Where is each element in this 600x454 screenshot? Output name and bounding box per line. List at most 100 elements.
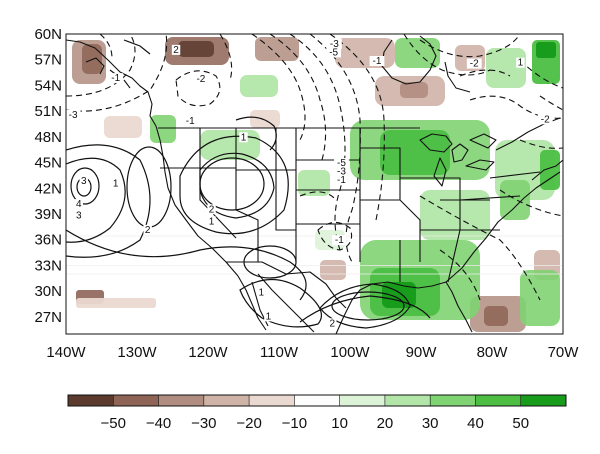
colorbar-cell bbox=[384, 395, 431, 406]
lon-tick-label: 70W bbox=[548, 344, 580, 361]
negative-contours bbox=[66, 34, 563, 301]
colorbar-label: 50 bbox=[512, 415, 529, 432]
colorbar-cell bbox=[430, 395, 476, 406]
lat-tick-label: 57N bbox=[34, 52, 62, 69]
lon-tick-label: 110W bbox=[260, 344, 299, 361]
colorbar: −50 −40 −30 −20 −10 10 20 30 40 50 bbox=[67, 394, 567, 432]
contour-label: 3 bbox=[81, 176, 87, 187]
contour-label-bg bbox=[74, 199, 83, 210]
contour-label-bg bbox=[331, 235, 347, 246]
contour-label-bg bbox=[171, 44, 181, 55]
contour-label: 1 bbox=[518, 58, 524, 69]
colorbar-cells bbox=[68, 395, 567, 406]
contour-label: -1 bbox=[373, 56, 382, 67]
colorbar-label: 20 bbox=[377, 415, 394, 432]
map-frame bbox=[65, 33, 564, 335]
colorbar-cell bbox=[294, 395, 341, 406]
colorbar-label: −30 bbox=[191, 415, 216, 432]
colorbar-cell bbox=[158, 395, 205, 406]
map-plot-area bbox=[66, 34, 563, 334]
contour-label: 1 bbox=[258, 287, 264, 298]
contour-label: -3 bbox=[69, 110, 78, 121]
lat-tick-label: 60N bbox=[34, 26, 62, 43]
contour-label-bg bbox=[111, 178, 120, 189]
contour-label: -2 bbox=[541, 114, 550, 125]
contour-label: 2 bbox=[145, 225, 151, 236]
contour-label-bg bbox=[143, 224, 152, 235]
lat-tick-label: 39N bbox=[34, 206, 62, 223]
contour-label-bg bbox=[257, 287, 266, 298]
coastlines-and-borders bbox=[66, 35, 563, 334]
lon-tick-label: 140W bbox=[46, 344, 86, 361]
contour-label: -1 bbox=[111, 73, 120, 84]
graticule bbox=[66, 235, 563, 275]
contour-label-bg bbox=[193, 74, 209, 84]
lon-tick-label: 100W bbox=[330, 344, 370, 361]
contour-label-bg bbox=[334, 158, 349, 168]
dry-anomaly-shading bbox=[72, 37, 560, 332]
contour-label: -3 bbox=[337, 167, 346, 178]
colorbar-cell bbox=[113, 395, 160, 406]
contour-label-bg bbox=[264, 311, 273, 322]
colorbar-cell bbox=[520, 395, 567, 406]
contour-label: -1 bbox=[335, 235, 344, 246]
wet-anomaly-shading bbox=[150, 38, 560, 326]
lat-tick-label: 42N bbox=[34, 180, 62, 197]
contour-label: -2 bbox=[470, 59, 479, 70]
latitude-axis: 60N 57N 54N 51N 48N 45N 42N 39N 36N 33N 30N 27N bbox=[34, 26, 62, 326]
contour-label: 2 bbox=[329, 318, 335, 329]
contour-label-bg bbox=[516, 57, 525, 68]
contour-label: -3 bbox=[330, 39, 339, 50]
colorbar-frame bbox=[67, 394, 567, 407]
lon-tick-label: 130W bbox=[117, 344, 157, 361]
contour-label: -2 bbox=[196, 74, 205, 85]
contour-label-bg bbox=[207, 204, 216, 215]
contour-label: -5 bbox=[337, 158, 346, 169]
lat-tick-label: 36N bbox=[34, 232, 62, 249]
lon-tick-label: 80W bbox=[477, 344, 509, 361]
colorbar-cell bbox=[68, 395, 114, 406]
contour-label-bg bbox=[74, 210, 83, 221]
contour-label-bg bbox=[328, 318, 337, 329]
colorbar-cell bbox=[203, 395, 250, 406]
colorbar-label: 10 bbox=[331, 415, 348, 432]
contour-label-bg bbox=[326, 38, 342, 49]
contour-label: 1 bbox=[241, 132, 247, 143]
colorbar-cell bbox=[475, 395, 522, 406]
lat-tick-label: 27N bbox=[34, 309, 62, 326]
colorbar-labels: −50 −40 −30 −20 −10 10 20 30 40 50 bbox=[101, 415, 530, 432]
contour-label-bg bbox=[466, 58, 482, 69]
colorbar-label: 30 bbox=[422, 415, 439, 432]
lat-tick-label: 30N bbox=[34, 283, 62, 300]
contour-label: 2 bbox=[173, 45, 179, 56]
contour-label-bg bbox=[369, 56, 385, 66]
contour-label-bg bbox=[108, 73, 124, 84]
contour-label-bg bbox=[537, 114, 553, 125]
contour-label-bg bbox=[79, 176, 88, 186]
lat-tick-label: 45N bbox=[34, 155, 62, 172]
contour-label-bg bbox=[207, 216, 216, 227]
contour-label: 1 bbox=[209, 216, 215, 227]
colorbar-label: 40 bbox=[467, 415, 484, 432]
colorbar-cell bbox=[249, 395, 295, 406]
contour-label: -5 bbox=[329, 47, 338, 58]
lat-tick-label: 51N bbox=[34, 103, 62, 120]
lat-tick-label: 48N bbox=[34, 129, 62, 146]
longitude-axis: 140W 130W 120W 110W 100W 90W 80W 70W bbox=[46, 344, 579, 361]
lat-tick-label: 54N bbox=[34, 77, 62, 94]
colorbar-label: −20 bbox=[236, 415, 261, 432]
colorbar-label: −10 bbox=[282, 415, 307, 432]
lon-tick-label: 120W bbox=[188, 344, 228, 361]
contour-label: 2 bbox=[209, 204, 215, 215]
contour-label-bg bbox=[326, 47, 342, 58]
contour-label-bg bbox=[334, 166, 349, 177]
contour-label-bg bbox=[239, 132, 248, 143]
contour-label-bg bbox=[65, 110, 81, 120]
contour-label-bg bbox=[334, 175, 349, 186]
contour-label: -1 bbox=[337, 175, 346, 186]
contour-label: 3 bbox=[76, 210, 82, 221]
lon-tick-label: 90W bbox=[406, 344, 438, 361]
contour-label: -1 bbox=[186, 116, 195, 127]
